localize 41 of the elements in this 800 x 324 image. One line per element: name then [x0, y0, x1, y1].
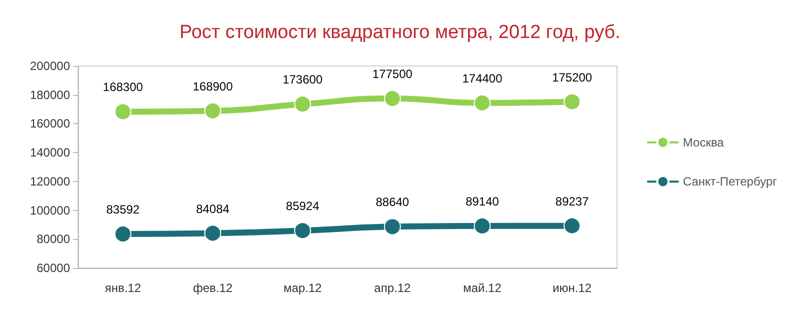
- y-tick-label: 60000: [36, 261, 70, 275]
- y-tick-label: 80000: [36, 232, 70, 246]
- legend-label: Санкт-Петербург: [682, 174, 778, 189]
- data-label: 175200: [552, 70, 592, 84]
- point: [384, 90, 401, 107]
- data-label: 89237: [555, 194, 590, 208]
- y-tick-label: 120000: [30, 174, 70, 188]
- data-label: 174400: [462, 71, 503, 86]
- y-tick-label: 180000: [30, 88, 70, 102]
- data-label: 83592: [106, 202, 140, 216]
- point: [384, 218, 401, 236]
- data-label: 89140: [466, 194, 500, 208]
- y-tick-label: 200000: [30, 59, 70, 73]
- point: [114, 225, 132, 242]
- data-label: 173600: [282, 72, 323, 87]
- y-tick-label: 160000: [30, 116, 70, 131]
- point: [474, 94, 491, 112]
- x-tick-label: мар.12: [283, 281, 322, 295]
- data-label: 168900: [192, 79, 234, 94]
- x-tick-label: янв.12: [104, 281, 142, 295]
- y-tick-label: 140000: [30, 146, 70, 160]
- point: [564, 93, 581, 110]
- point: [114, 103, 132, 120]
- legend-label: Москва: [682, 135, 724, 150]
- x-tick-label: май.12: [463, 281, 502, 295]
- x-tick-label: апр.12: [374, 281, 412, 295]
- data-label: 88640: [376, 195, 410, 210]
- y-tick-label: 100000: [30, 203, 70, 218]
- point: [204, 102, 222, 120]
- data-label: 168300: [102, 80, 144, 94]
- x-tick-label: июн.12: [552, 281, 592, 295]
- point: [204, 224, 222, 242]
- point: [474, 217, 491, 234]
- point: [294, 96, 312, 113]
- data-label: 85924: [286, 199, 320, 214]
- data-label: 84084: [196, 202, 230, 216]
- point: [564, 217, 581, 234]
- data-label: 177500: [372, 66, 413, 81]
- point: [294, 222, 312, 240]
- chart-title: Рост стоимости квадратного метра, 2012 год, руб.: [180, 22, 620, 43]
- x-tick-label: фев.12: [192, 281, 233, 295]
